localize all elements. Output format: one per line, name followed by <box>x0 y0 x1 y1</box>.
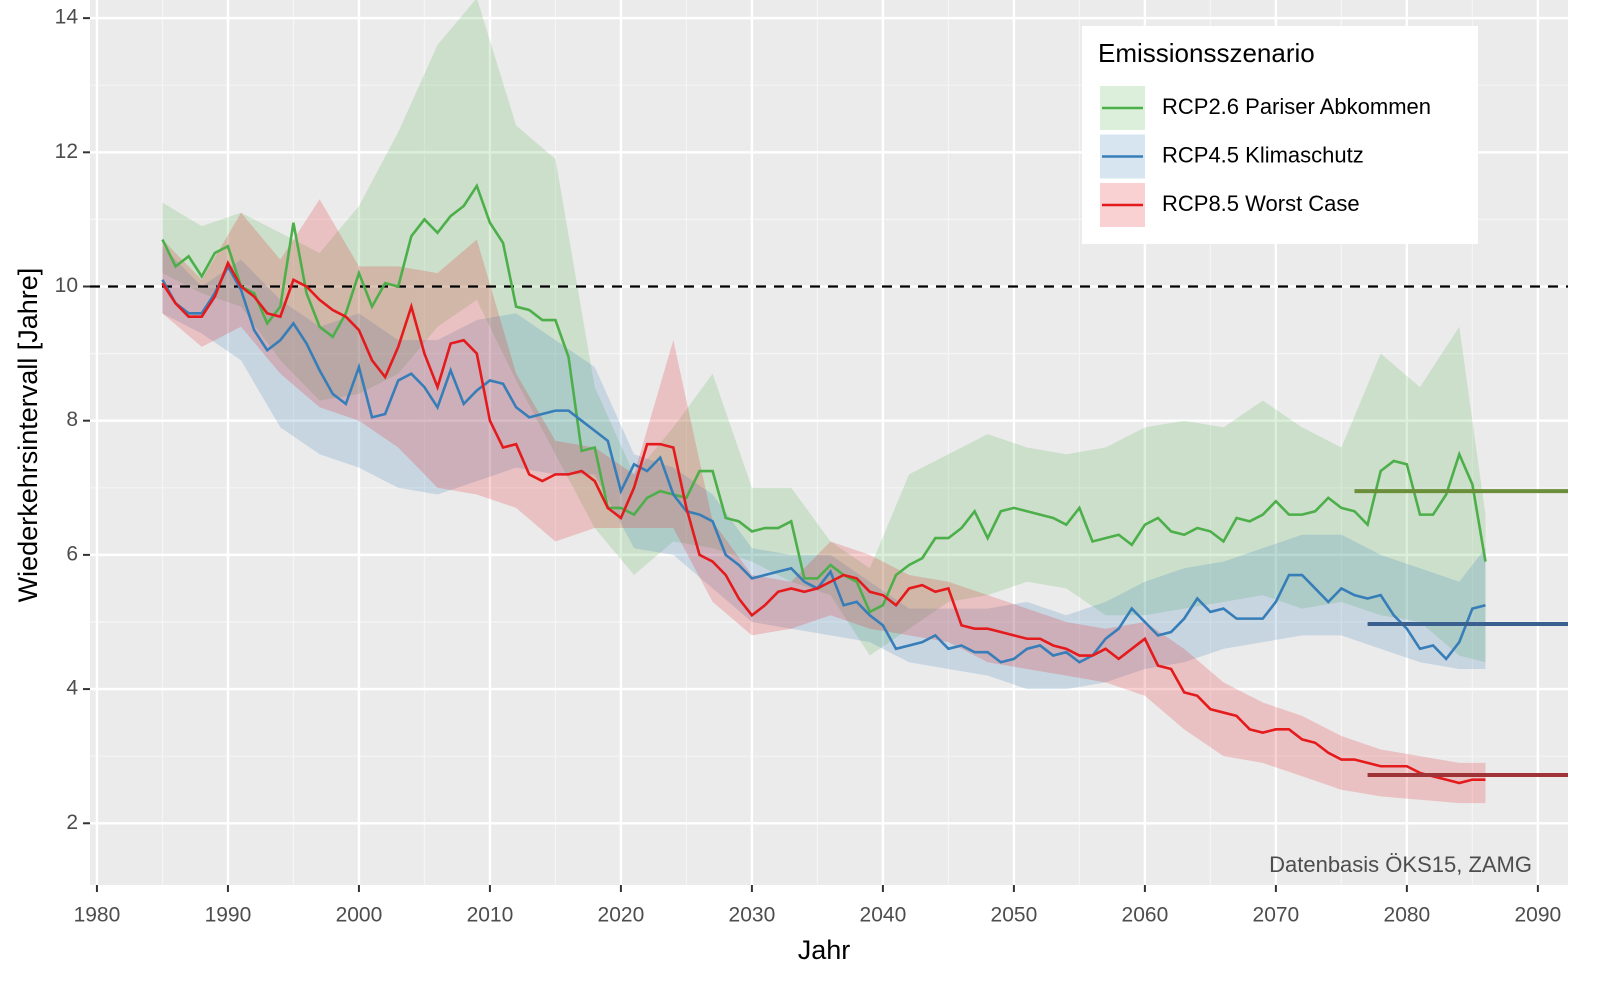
series-line <box>161 259 1486 785</box>
axes: 1980 1990 2000 2010 2020 2030 2040 2050 2060 2070… <box>55 6 1562 927</box>
y-axis-label: Wiederkehrsintervall [Jahre] <box>13 268 43 603</box>
x-tick-label: 2070 <box>1253 904 1300 927</box>
ribbon <box>162 246 1486 690</box>
x-tick-label: 2050 <box>991 904 1038 927</box>
x-tick-label: 1990 <box>205 904 252 927</box>
x-tick-label: 2010 <box>467 904 514 927</box>
x-tick-label: 2000 <box>336 904 383 927</box>
x-tick-label: 2030 <box>729 904 776 927</box>
series-line <box>161 263 1486 664</box>
y-tick-label: 14 <box>55 6 79 29</box>
series-line <box>161 182 1487 614</box>
y-tick-label: 12 <box>55 140 78 163</box>
legend-title: Emissionsszenario <box>1098 38 1315 68</box>
x-tick-label: 2040 <box>860 904 907 927</box>
x-tick-label: 2080 <box>1384 904 1431 927</box>
plot-area <box>90 0 1568 804</box>
x-tick-label: 2020 <box>598 904 645 927</box>
ribbon <box>162 0 1486 663</box>
y-tick-label: 6 <box>66 542 78 565</box>
y-tick-label: 2 <box>66 811 78 834</box>
y-tick-label: 8 <box>66 408 78 431</box>
legend-label: RCP2.6 Pariser Abkommen <box>1162 94 1431 119</box>
annotation: Datenbasis ÖKS15, ZAMG <box>1269 852 1532 877</box>
legend-box <box>1082 26 1478 244</box>
x-tick-label: 1980 <box>74 904 121 927</box>
legend-label: RCP4.5 Klimaschutz <box>1162 142 1364 167</box>
x-tick-label: 2060 <box>1122 904 1169 927</box>
legend-label: RCP8.5 Worst Case <box>1162 191 1360 216</box>
y-tick-label: 4 <box>66 677 78 700</box>
x-axis-label: Jahr <box>798 935 851 965</box>
x-tick-label: 2090 <box>1515 904 1562 927</box>
ribbon <box>162 199 1486 804</box>
legend: Emissionsszenario RCP2.6 Pariser Abkomme… <box>1082 26 1478 244</box>
y-tick-label: 10 <box>55 274 78 297</box>
